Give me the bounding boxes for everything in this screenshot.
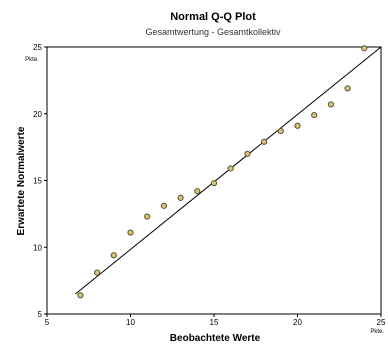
data-point (177, 194, 184, 201)
data-points (77, 45, 368, 299)
data-point (77, 292, 84, 299)
x-tick-label: 5 (45, 318, 50, 327)
data-point (110, 252, 117, 259)
chart-subtitle: Gesamtwertung - Gesamtkollektiv (145, 27, 281, 37)
x-tick-label: 25 (377, 318, 386, 327)
data-point (361, 45, 368, 52)
y-unit-label: Pkte. (25, 57, 39, 63)
y-tick-label: 20 (33, 110, 42, 119)
data-point (144, 213, 151, 220)
chart-title: Normal Q-Q Plot (170, 11, 256, 23)
y-tick-label: 10 (33, 243, 42, 252)
x-axis-label: Beobachtete Werte (170, 333, 261, 344)
data-point (210, 180, 218, 187)
x-unit-label: Pkte. (370, 329, 384, 335)
reference-line (75, 46, 382, 295)
x-tick-label: 10 (126, 318, 135, 327)
data-point (311, 111, 318, 119)
data-point (160, 202, 167, 209)
data-point (261, 138, 268, 145)
reference-line-group (75, 46, 382, 295)
y-tick-label: 5 (38, 310, 43, 319)
data-point (327, 101, 334, 108)
y-tick-label: 15 (33, 177, 42, 186)
x-tick-label: 15 (210, 318, 219, 327)
data-point (294, 122, 301, 129)
axis-ticks: 5 10 15 20 25 5 10 15 20 25 (33, 43, 386, 327)
data-point (94, 269, 101, 276)
data-point (244, 150, 251, 157)
data-point (194, 188, 201, 195)
y-tick-label: 25 (33, 43, 42, 52)
y-axis-label: Erwartete Normalwerte (16, 126, 27, 235)
data-point (344, 85, 351, 92)
data-point (227, 165, 234, 172)
x-tick-label: 20 (293, 318, 302, 327)
data-point (127, 229, 134, 236)
data-point (277, 128, 284, 135)
